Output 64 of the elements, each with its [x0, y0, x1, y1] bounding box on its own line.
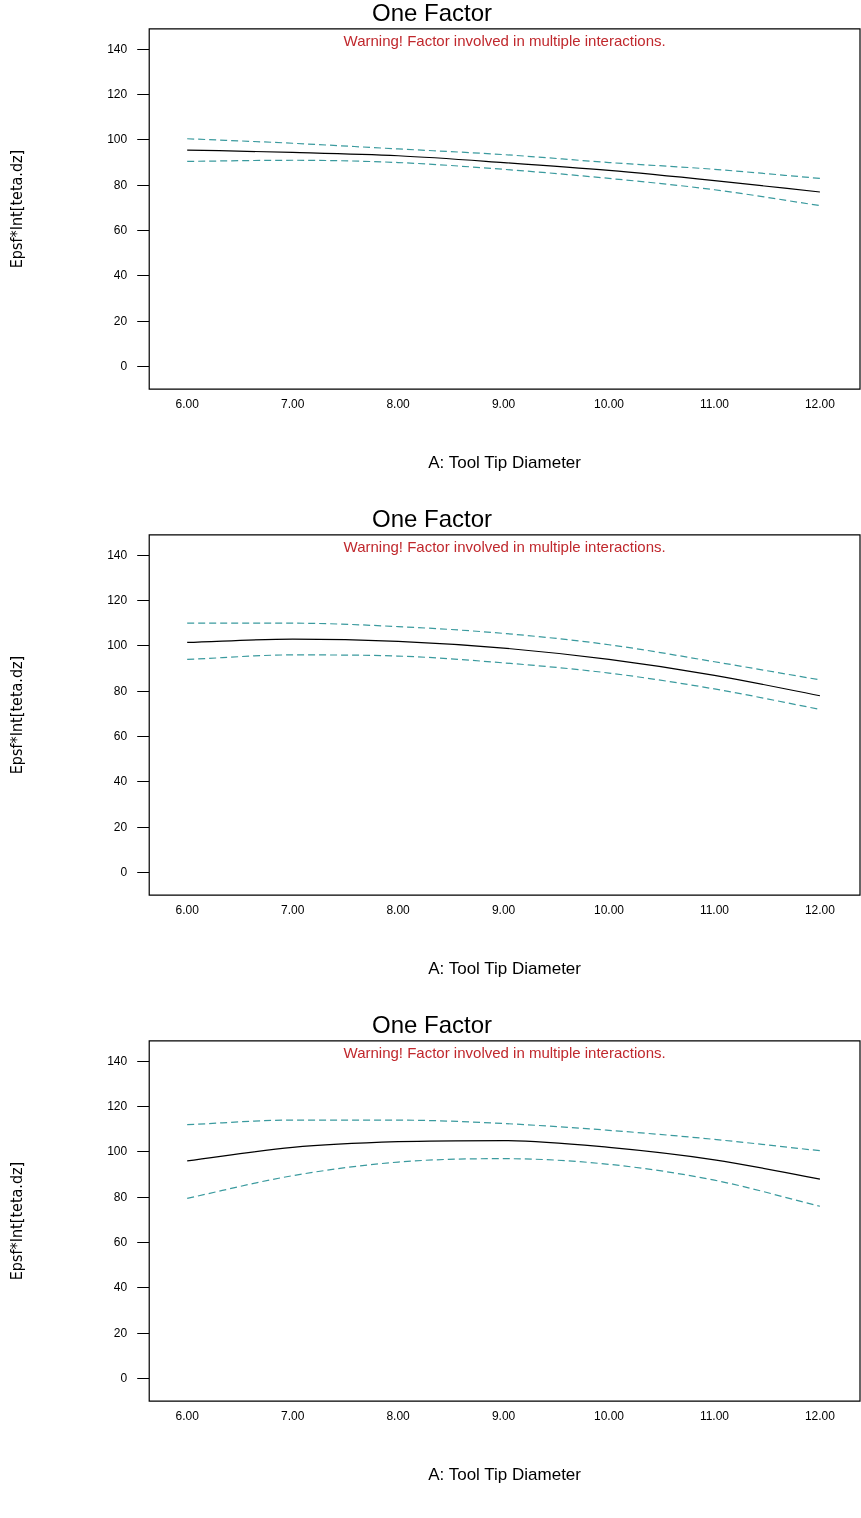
- x-tick-label: 10.00: [594, 1408, 625, 1423]
- y-tick-label: 40: [113, 1280, 128, 1295]
- x-tick-label: 11.00: [699, 396, 730, 411]
- y-tick-label: 60: [113, 222, 128, 237]
- y-tick-label: 140: [107, 1053, 128, 1068]
- line-series: [186, 149, 821, 193]
- x-tick-label: 12.00: [804, 1408, 836, 1423]
- y-tick-label: 40: [113, 268, 128, 283]
- line-series: [186, 1158, 821, 1207]
- x-tick-label: 10.00: [594, 396, 625, 411]
- x-axis-title: A: Tool Tip Diameter: [428, 959, 582, 979]
- x-tick-label: 7.00: [280, 396, 305, 411]
- x-axis-title: A: Tool Tip Diameter: [428, 1465, 582, 1485]
- x-tick-label: 6.00: [175, 902, 200, 917]
- y-tick-label: 20: [113, 819, 128, 834]
- y-axis-title: Epsf*Int[teta.dz]: [6, 655, 26, 775]
- y-tick-label: 100: [107, 638, 128, 653]
- line-series: [186, 138, 821, 179]
- y-axis-title: Epsf*Int[teta.dz]: [6, 149, 26, 269]
- annotation: Warning! Factor involved in multiple interactions.: [343, 1044, 666, 1062]
- y-tick-label: 20: [113, 1325, 128, 1340]
- chart-title: One Factor: [371, 0, 493, 27]
- x-tick-label: 9.00: [491, 396, 516, 411]
- y-tick-label: 120: [107, 1098, 128, 1113]
- y-tick-label: 60: [113, 1234, 128, 1249]
- y-tick-label: 140: [107, 547, 128, 562]
- x-tick-label: 8.00: [386, 396, 411, 411]
- line-series: [186, 638, 821, 697]
- x-tick-label: 10.00: [594, 902, 625, 917]
- y-tick-label: 0: [120, 864, 128, 879]
- y-tick-label: 40: [113, 774, 128, 789]
- y-tick-label: 120: [107, 592, 128, 607]
- y-tick-label: 20: [113, 313, 128, 328]
- x-tick-label: 7.00: [280, 902, 305, 917]
- chart-title: One Factor: [371, 505, 493, 533]
- x-tick-label: 12.00: [804, 902, 836, 917]
- y-tick-label: 120: [107, 86, 128, 101]
- y-tick-label: 80: [113, 1189, 128, 1204]
- x-tick-label: 9.00: [491, 1408, 516, 1423]
- x-tick-label: 9.00: [491, 902, 516, 917]
- y-tick-label: 60: [113, 728, 128, 743]
- y-tick-label: 100: [107, 132, 128, 147]
- x-tick-label: 12.00: [804, 396, 836, 411]
- y-tick-label: 140: [107, 41, 128, 56]
- chart-title: One Factor: [371, 1011, 493, 1039]
- x-tick-label: 7.00: [280, 1408, 305, 1423]
- line-series: [186, 1139, 821, 1180]
- annotation: Warning! Factor involved in multiple interactions.: [343, 538, 666, 556]
- x-tick-label: 6.00: [175, 1408, 200, 1423]
- y-tick-label: 80: [113, 683, 128, 698]
- x-tick-label: 8.00: [386, 1408, 411, 1423]
- x-tick-label: 11.00: [699, 902, 730, 917]
- annotation: Warning! Factor involved in multiple interactions.: [343, 32, 666, 50]
- y-tick-label: 100: [107, 1144, 128, 1159]
- y-tick-label: 0: [120, 358, 128, 373]
- y-tick-label: 80: [113, 177, 128, 192]
- x-axis-title: A: Tool Tip Diameter: [428, 453, 582, 473]
- y-tick-label: 0: [120, 1370, 128, 1385]
- line-series: [186, 159, 821, 207]
- x-tick-label: 8.00: [386, 902, 411, 917]
- line-series: [186, 1119, 821, 1152]
- x-tick-label: 11.00: [699, 1408, 730, 1423]
- y-axis-title: Epsf*Int[teta.dz]: [6, 1161, 26, 1281]
- x-tick-label: 6.00: [175, 396, 200, 411]
